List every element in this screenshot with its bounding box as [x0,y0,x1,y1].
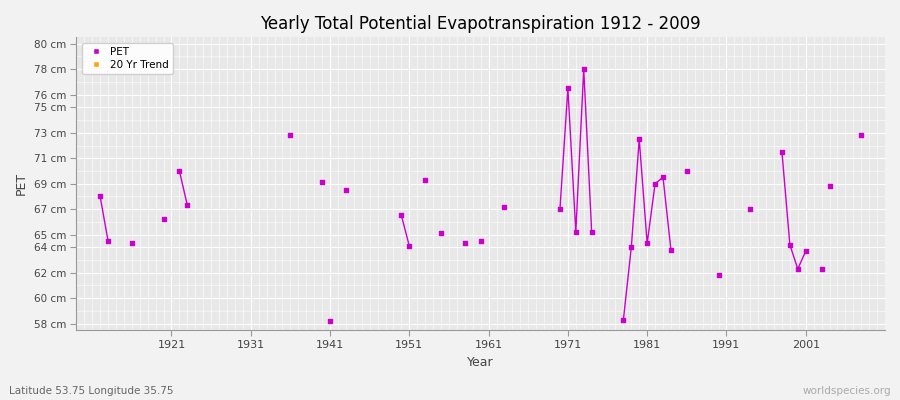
Point [93,193,107,200]
Point [323,318,338,324]
Point [584,229,598,235]
Point [663,247,678,253]
Point [823,183,837,190]
Point [553,206,567,212]
Point [338,187,353,193]
Point [498,203,512,210]
Point [418,177,432,183]
Point [711,272,725,278]
Point [854,132,868,138]
Point [790,266,805,272]
Point [284,132,298,138]
Point [648,180,662,187]
Point [315,179,329,186]
Text: worldspecies.org: worldspecies.org [803,386,891,396]
Legend: PET, 20 Yr Trend: PET, 20 Yr Trend [82,42,173,74]
Y-axis label: PET: PET [15,172,28,195]
Point [457,240,472,247]
Point [775,149,789,155]
Point [473,238,488,244]
Point [434,230,448,236]
Point [157,216,171,222]
Point [101,238,115,244]
Point [561,85,575,92]
Point [180,202,194,208]
Title: Yearly Total Potential Evapotranspiration 1912 - 2009: Yearly Total Potential Evapotranspiratio… [260,15,701,33]
Point [577,66,591,72]
Point [632,136,646,142]
Point [656,174,670,180]
Text: Latitude 53.75 Longitude 35.75: Latitude 53.75 Longitude 35.75 [9,386,174,396]
Point [798,248,813,254]
Point [402,243,417,249]
Point [569,229,583,235]
Point [124,240,139,247]
X-axis label: Year: Year [467,356,494,369]
Point [640,240,654,247]
Point [172,168,186,174]
Point [743,206,758,212]
Point [783,242,797,248]
Point [616,317,631,323]
Point [680,168,694,174]
Point [624,244,638,250]
Point [394,212,409,219]
Point [814,266,829,272]
